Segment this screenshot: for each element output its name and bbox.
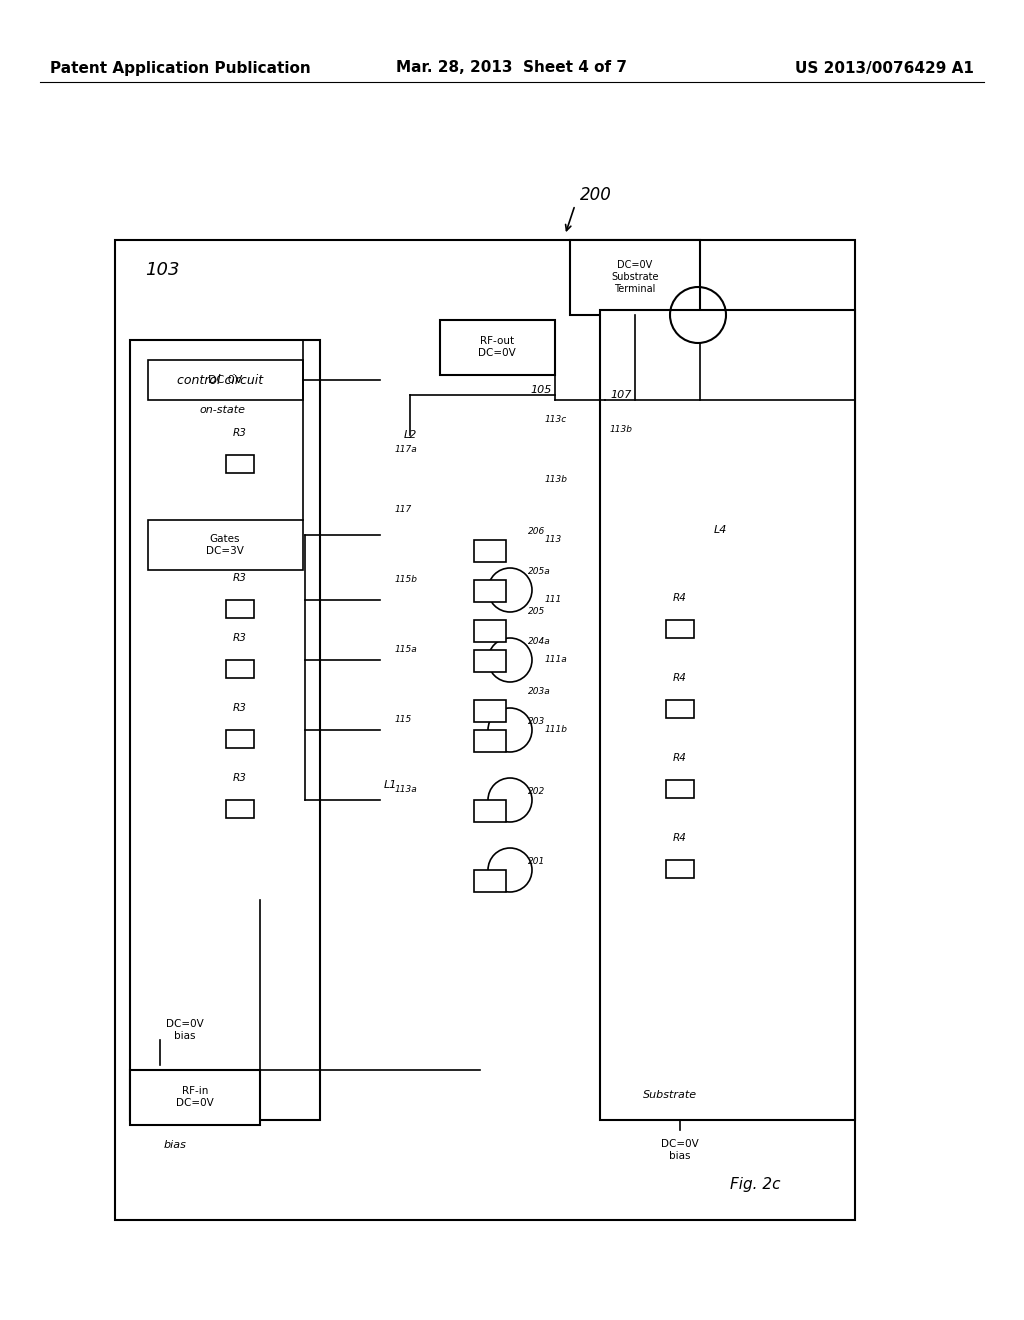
- Text: 205: 205: [528, 607, 545, 616]
- FancyBboxPatch shape: [666, 780, 694, 799]
- Text: R3: R3: [233, 573, 247, 583]
- Text: 115: 115: [395, 715, 413, 725]
- FancyBboxPatch shape: [666, 700, 694, 718]
- Text: US 2013/0076429 A1: US 2013/0076429 A1: [795, 61, 974, 75]
- Text: 203a: 203a: [528, 688, 551, 697]
- FancyBboxPatch shape: [226, 660, 254, 678]
- Text: 113: 113: [545, 536, 562, 544]
- FancyBboxPatch shape: [474, 620, 506, 642]
- Text: L1: L1: [383, 780, 396, 789]
- Text: 111a: 111a: [545, 656, 567, 664]
- Text: 113a: 113a: [395, 785, 418, 795]
- Text: Patent Application Publication: Patent Application Publication: [50, 61, 310, 75]
- Text: Substrate: Substrate: [643, 1090, 697, 1100]
- FancyBboxPatch shape: [115, 240, 855, 1220]
- Text: 111b: 111b: [545, 726, 568, 734]
- Text: 204a: 204a: [528, 638, 551, 647]
- Text: DC=0V
Substrate
Terminal: DC=0V Substrate Terminal: [611, 260, 658, 293]
- Text: Gates
DC=3V: Gates DC=3V: [206, 535, 244, 556]
- Text: bias: bias: [164, 1140, 186, 1150]
- Text: 113c: 113c: [545, 416, 567, 425]
- Text: 206: 206: [528, 528, 545, 536]
- FancyBboxPatch shape: [148, 520, 303, 570]
- Text: DC 0V: DC 0V: [208, 375, 243, 385]
- FancyBboxPatch shape: [474, 800, 506, 822]
- Text: RF-out
DC=0V: RF-out DC=0V: [478, 337, 516, 358]
- Text: R3: R3: [233, 774, 247, 783]
- Text: R4: R4: [673, 593, 687, 603]
- FancyBboxPatch shape: [666, 620, 694, 638]
- Text: 115a: 115a: [395, 645, 418, 655]
- Text: 205a: 205a: [528, 568, 551, 577]
- FancyBboxPatch shape: [666, 861, 694, 878]
- Text: 117a: 117a: [395, 446, 418, 454]
- Text: 113b: 113b: [545, 475, 568, 484]
- Text: DC=0V
bias: DC=0V bias: [166, 1019, 204, 1040]
- Text: 111: 111: [545, 595, 562, 605]
- Text: R4: R4: [673, 673, 687, 682]
- Text: R3: R3: [233, 428, 247, 438]
- FancyBboxPatch shape: [440, 319, 555, 375]
- FancyBboxPatch shape: [474, 579, 506, 602]
- Text: R4: R4: [673, 752, 687, 763]
- Text: R3: R3: [233, 704, 247, 713]
- Text: DC=0V
bias: DC=0V bias: [662, 1139, 698, 1160]
- FancyBboxPatch shape: [226, 730, 254, 748]
- FancyBboxPatch shape: [474, 870, 506, 892]
- Text: 202: 202: [528, 788, 545, 796]
- FancyBboxPatch shape: [226, 455, 254, 473]
- Text: L4: L4: [714, 525, 727, 535]
- Text: 107: 107: [610, 389, 632, 400]
- FancyBboxPatch shape: [474, 540, 506, 562]
- Text: 115b: 115b: [395, 576, 418, 585]
- Text: Mar. 28, 2013  Sheet 4 of 7: Mar. 28, 2013 Sheet 4 of 7: [396, 61, 628, 75]
- FancyBboxPatch shape: [130, 341, 319, 1119]
- Text: R4: R4: [673, 833, 687, 843]
- Text: 113b: 113b: [610, 425, 633, 434]
- FancyBboxPatch shape: [570, 240, 700, 315]
- FancyBboxPatch shape: [226, 601, 254, 618]
- Text: 203: 203: [528, 718, 545, 726]
- Text: 103: 103: [145, 261, 179, 279]
- FancyBboxPatch shape: [600, 310, 855, 1119]
- Text: RF-in
DC=0V: RF-in DC=0V: [176, 1086, 214, 1107]
- FancyBboxPatch shape: [474, 649, 506, 672]
- FancyBboxPatch shape: [474, 730, 506, 752]
- Text: 201: 201: [528, 858, 545, 866]
- Text: 200: 200: [580, 186, 612, 205]
- Text: on-state: on-state: [199, 405, 245, 414]
- FancyBboxPatch shape: [226, 800, 254, 818]
- Text: R3: R3: [233, 634, 247, 643]
- FancyBboxPatch shape: [148, 360, 303, 400]
- Text: L2: L2: [403, 430, 417, 440]
- FancyBboxPatch shape: [130, 1071, 260, 1125]
- Text: 117: 117: [395, 506, 413, 515]
- Text: Fig. 2c: Fig. 2c: [730, 1177, 780, 1192]
- FancyBboxPatch shape: [474, 700, 506, 722]
- Text: control circuit: control circuit: [177, 374, 263, 387]
- Text: 105: 105: [530, 385, 551, 395]
